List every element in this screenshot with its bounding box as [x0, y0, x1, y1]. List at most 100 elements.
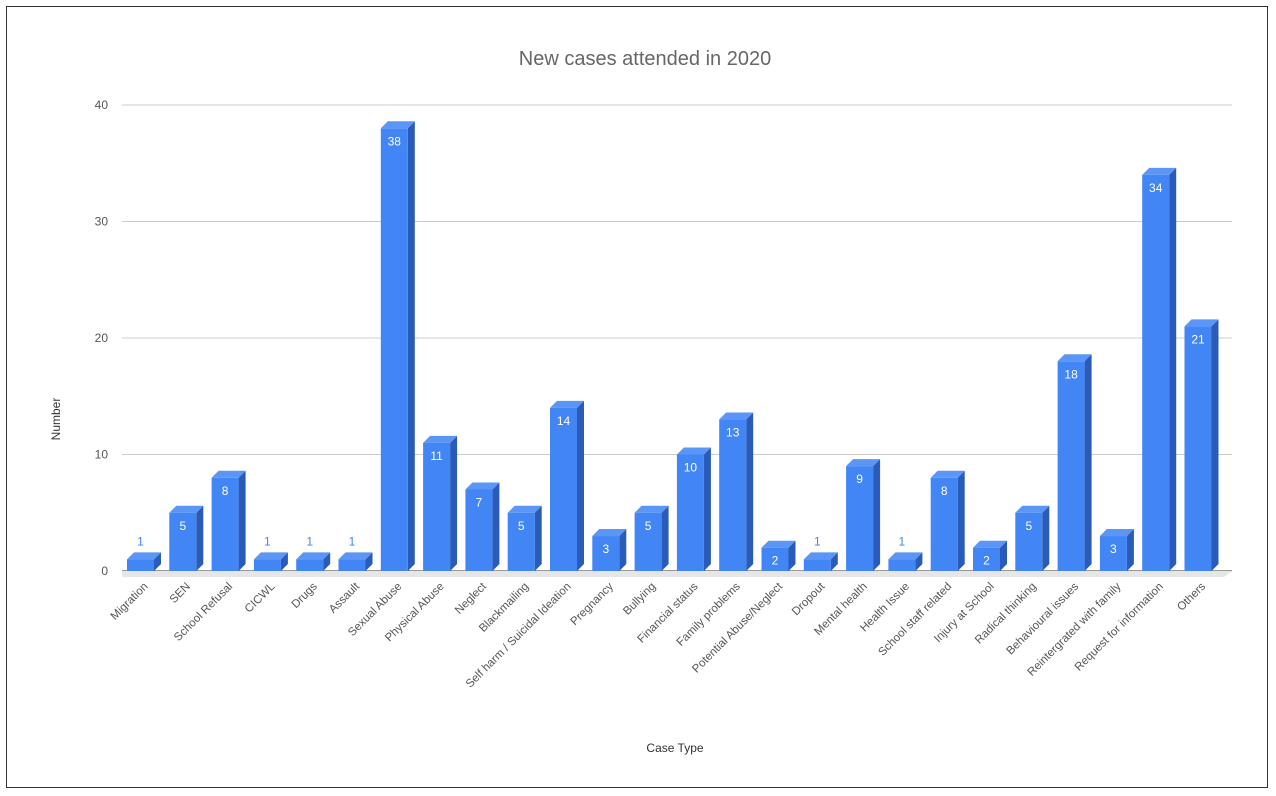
- category-label: SEN: [168, 581, 193, 606]
- category-label: Others: [1175, 580, 1208, 613]
- bar-side: [534, 505, 542, 571]
- chart-frame: New cases attended in 2020 Number Case T…: [6, 6, 1268, 788]
- bar-top: [1142, 167, 1177, 175]
- bar: [550, 400, 584, 571]
- bar-front: [338, 559, 366, 571]
- data-label: 10: [684, 461, 698, 475]
- bar: [1057, 354, 1092, 571]
- bar-front: [634, 512, 662, 571]
- chart-title: New cases attended in 2020: [519, 48, 771, 70]
- data-label: 11: [430, 449, 443, 463]
- bar-front: [465, 489, 493, 571]
- bar-top: [803, 552, 838, 560]
- bar-front: [507, 512, 535, 571]
- bar-side: [407, 121, 415, 572]
- data-label: 8: [222, 484, 229, 498]
- bar-top: [127, 552, 161, 560]
- bar-top: [423, 435, 458, 443]
- data-label: 1: [349, 534, 356, 548]
- bar: [211, 470, 246, 571]
- bar-side: [238, 470, 246, 571]
- data-label: 3: [1110, 542, 1117, 556]
- bar: [676, 447, 711, 571]
- data-label: 2: [983, 554, 990, 568]
- data-label: 1: [264, 534, 271, 548]
- category-label: School staff related: [876, 581, 954, 659]
- bar-side: [957, 470, 965, 571]
- bar: [1142, 167, 1177, 571]
- bar-front: [719, 419, 747, 571]
- bar-side: [746, 412, 754, 571]
- bar-top: [507, 505, 542, 513]
- data-label: 21: [1191, 332, 1205, 346]
- x-axis-title: Case Type: [646, 741, 703, 755]
- bar-side: [1042, 505, 1050, 571]
- data-label: 1: [137, 534, 144, 548]
- chart-floor: [122, 571, 1232, 577]
- bar-front: [550, 407, 577, 571]
- bar: [338, 552, 373, 571]
- bar-side: [196, 505, 204, 571]
- category-label: Behavioural issues: [1004, 580, 1081, 657]
- bar-top: [719, 412, 754, 420]
- bar-top: [592, 529, 627, 537]
- bar: [465, 482, 500, 571]
- bar-top: [296, 552, 331, 560]
- data-label: 9: [856, 472, 863, 486]
- data-label: 1: [306, 534, 313, 548]
- data-label: 2: [772, 554, 779, 568]
- bar-front: [846, 466, 874, 571]
- data-label: 5: [179, 519, 186, 533]
- bar-top: [211, 470, 246, 478]
- bar-top: [930, 470, 965, 478]
- category-label: Request for information: [1073, 581, 1166, 674]
- bar-top: [1099, 529, 1134, 537]
- y-axis-title: Number: [49, 398, 63, 441]
- category-label: Potential Abuse/Neglect: [690, 580, 785, 675]
- data-label: 5: [1025, 519, 1032, 533]
- data-label: 34: [1149, 181, 1163, 195]
- bars: [127, 121, 1219, 572]
- bar-top: [634, 505, 669, 513]
- category-label: Bullying: [621, 581, 658, 618]
- y-tick-label: 30: [95, 215, 109, 229]
- bar-side: [915, 552, 923, 571]
- bar: [1184, 319, 1219, 571]
- bar: [253, 552, 288, 571]
- category-label: Neglect: [453, 580, 490, 617]
- bar-side: [280, 552, 288, 571]
- bar-side: [1126, 529, 1134, 571]
- category-label: Assault: [327, 580, 363, 616]
- bar-side: [1084, 354, 1092, 571]
- bar-front: [1184, 326, 1212, 571]
- bar: [634, 505, 669, 571]
- bar-side: [492, 482, 500, 571]
- bar-front: [296, 559, 324, 571]
- bar-front: [169, 512, 197, 571]
- bar: [803, 552, 838, 571]
- category-label: Dropout: [790, 580, 828, 618]
- bar: [719, 412, 754, 571]
- bar-top: [380, 121, 415, 129]
- bar: [930, 470, 965, 571]
- gridlines: 0 10 20 30 40: [95, 98, 1232, 578]
- bar-front: [423, 442, 451, 571]
- data-label: 1: [814, 534, 821, 548]
- bar-top: [676, 447, 711, 455]
- bar: [507, 505, 542, 571]
- bar-front: [1142, 174, 1170, 571]
- category-label: Migration: [109, 581, 151, 623]
- bar-side: [703, 447, 711, 571]
- category-label: Pregnancy: [569, 580, 617, 628]
- bar: [169, 505, 204, 571]
- category-label: CICWL: [243, 580, 278, 615]
- bar: [423, 435, 458, 571]
- bar-side: [1211, 319, 1219, 571]
- bar-top: [973, 540, 1007, 548]
- bar-front: [888, 559, 916, 571]
- bar-side: [450, 435, 458, 571]
- data-label: 8: [941, 484, 948, 498]
- data-label: 5: [518, 519, 525, 533]
- bar-top: [888, 552, 923, 560]
